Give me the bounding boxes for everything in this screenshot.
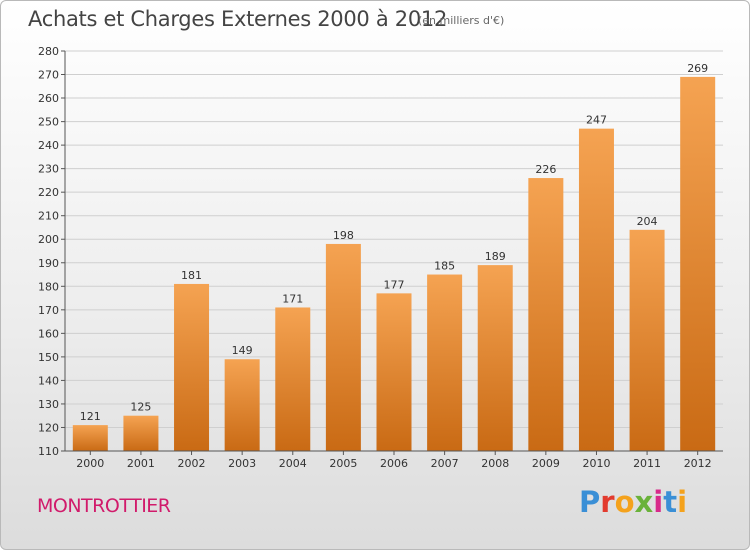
value-label: 185 bbox=[434, 260, 455, 273]
x-tick-label: 2010 bbox=[582, 457, 610, 470]
value-label: 198 bbox=[333, 229, 354, 242]
x-tick-label: 2003 bbox=[228, 457, 256, 470]
chart-subtitle: (en milliers d'€) bbox=[418, 14, 505, 27]
chart-title: Achats et Charges Externes 2000 à 2012 bbox=[28, 7, 448, 31]
bar-2006 bbox=[376, 293, 412, 451]
brand-letter: o bbox=[614, 485, 635, 519]
y-tick-label: 150 bbox=[38, 351, 59, 364]
bar-2000 bbox=[72, 425, 108, 451]
x-tick-label: 2006 bbox=[380, 457, 408, 470]
x-tick-label: 2007 bbox=[431, 457, 459, 470]
y-tick-label: 220 bbox=[38, 186, 59, 199]
value-label: 121 bbox=[80, 410, 101, 423]
labels: 110 120 130 140 150 160 170 180 190 200 210 220 230 2… bbox=[38, 45, 712, 470]
x-tick-label: 2009 bbox=[532, 457, 560, 470]
bars bbox=[72, 76, 716, 451]
brand-letter: x bbox=[634, 485, 654, 519]
value-label: 177 bbox=[384, 278, 405, 291]
value-label: 204 bbox=[637, 215, 658, 228]
axes bbox=[61, 50, 723, 455]
x-tick-label: 2004 bbox=[279, 457, 307, 470]
y-tick-label: 270 bbox=[38, 69, 59, 82]
bar-2012 bbox=[680, 76, 716, 451]
value-label: 181 bbox=[181, 269, 202, 282]
bar-2011 bbox=[629, 229, 665, 451]
y-tick-label: 140 bbox=[38, 374, 59, 387]
y-tick-label: 120 bbox=[38, 421, 59, 434]
value-label: 149 bbox=[232, 344, 253, 357]
x-tick-label: 2011 bbox=[633, 457, 661, 470]
y-tick-label: 160 bbox=[38, 327, 59, 340]
brand-letter: P bbox=[579, 485, 601, 519]
y-tick-label: 230 bbox=[38, 163, 59, 176]
x-tick-label: 2001 bbox=[127, 457, 155, 470]
bar-2004 bbox=[275, 307, 311, 451]
value-label: 247 bbox=[586, 114, 607, 127]
value-label: 189 bbox=[485, 250, 506, 263]
bar-2001 bbox=[123, 415, 159, 451]
value-label: 226 bbox=[535, 163, 556, 176]
x-tick-label: 2008 bbox=[481, 457, 509, 470]
y-tick-label: 190 bbox=[38, 257, 59, 270]
y-tick-label: 110 bbox=[38, 445, 59, 458]
y-tick-label: 170 bbox=[38, 304, 59, 317]
y-tick-label: 250 bbox=[38, 116, 59, 129]
y-tick-label: 280 bbox=[38, 45, 59, 58]
bar-2005 bbox=[325, 243, 361, 451]
value-label: 171 bbox=[282, 292, 303, 305]
x-tick-label: 2012 bbox=[684, 457, 712, 470]
y-tick-label: 240 bbox=[38, 139, 59, 152]
bar-2009 bbox=[528, 178, 564, 451]
y-tick-label: 200 bbox=[38, 233, 59, 246]
bar-2008 bbox=[477, 265, 513, 451]
x-tick-label: 2005 bbox=[329, 457, 357, 470]
y-tick-label: 130 bbox=[38, 398, 59, 411]
bar-2003 bbox=[224, 359, 260, 451]
commune-name: MONTROTTIER bbox=[37, 495, 171, 517]
y-tick-label: 180 bbox=[38, 280, 59, 293]
y-tick-label: 260 bbox=[38, 92, 59, 105]
x-tick-label: 2000 bbox=[76, 457, 104, 470]
proxiti-logo[interactable]: Proxiti bbox=[579, 485, 687, 519]
bar-2010 bbox=[578, 128, 614, 451]
brand-letter: t bbox=[663, 485, 678, 519]
x-tick-label: 2002 bbox=[178, 457, 206, 470]
brand-letter: i bbox=[677, 485, 688, 519]
bar-2002 bbox=[174, 283, 210, 451]
value-label: 269 bbox=[687, 62, 708, 75]
brand-letter: r bbox=[600, 485, 615, 519]
value-label: 125 bbox=[130, 401, 151, 414]
y-tick-label: 210 bbox=[38, 210, 59, 223]
bar-2007 bbox=[427, 274, 463, 451]
brand-letter: i bbox=[653, 485, 664, 519]
